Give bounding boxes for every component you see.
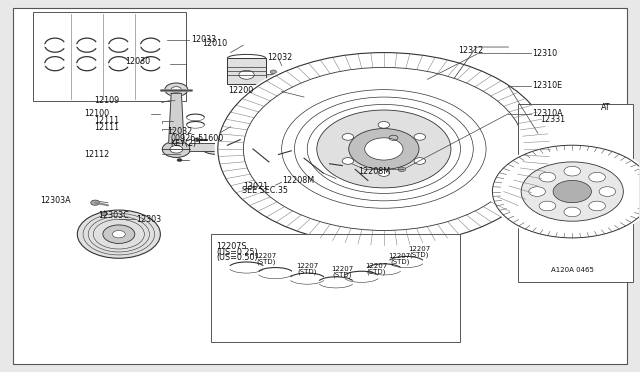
Circle shape — [589, 201, 605, 211]
Text: 12032: 12032 — [268, 52, 293, 61]
Circle shape — [378, 170, 390, 176]
Text: 12111: 12111 — [94, 123, 120, 132]
Circle shape — [172, 87, 181, 93]
Bar — [518, 105, 633, 282]
Text: (US=0.25): (US=0.25) — [216, 247, 259, 257]
Text: 12303C: 12303C — [98, 211, 129, 220]
Text: 12310E: 12310E — [532, 81, 562, 90]
Text: SEE SEC.35: SEE SEC.35 — [242, 186, 288, 195]
Text: 13021: 13021 — [243, 182, 269, 190]
Ellipse shape — [207, 146, 228, 152]
Circle shape — [489, 143, 640, 240]
Ellipse shape — [227, 137, 253, 146]
Ellipse shape — [259, 159, 279, 165]
Ellipse shape — [202, 143, 233, 154]
Circle shape — [165, 83, 188, 96]
Circle shape — [91, 200, 100, 205]
Circle shape — [342, 158, 354, 164]
Text: KEY(2): KEY(2) — [171, 140, 196, 148]
Circle shape — [103, 225, 135, 243]
Text: 12207S: 12207S — [216, 242, 247, 251]
Circle shape — [378, 122, 390, 128]
Circle shape — [101, 212, 108, 216]
Circle shape — [170, 145, 182, 153]
Text: 12111: 12111 — [94, 116, 120, 125]
Circle shape — [113, 231, 125, 238]
Circle shape — [599, 187, 616, 196]
Circle shape — [163, 141, 190, 157]
Ellipse shape — [330, 161, 355, 170]
Ellipse shape — [313, 170, 333, 176]
Circle shape — [342, 134, 354, 140]
Circle shape — [539, 172, 556, 182]
Circle shape — [564, 166, 580, 176]
Circle shape — [414, 158, 426, 164]
Bar — [33, 12, 186, 101]
Text: 12208M: 12208M — [282, 176, 314, 185]
Text: 12310: 12310 — [532, 49, 557, 58]
Circle shape — [529, 187, 545, 196]
Text: 12200: 12200 — [228, 86, 253, 95]
Circle shape — [398, 167, 406, 171]
Ellipse shape — [308, 167, 339, 179]
Text: 12331: 12331 — [540, 115, 566, 124]
Circle shape — [539, 201, 556, 211]
Circle shape — [414, 134, 426, 140]
Text: 12303: 12303 — [136, 215, 161, 224]
Text: (US=0.50): (US=0.50) — [216, 253, 258, 262]
Ellipse shape — [278, 148, 304, 157]
Text: (STD): (STD) — [298, 268, 317, 275]
Text: (STD): (STD) — [256, 259, 275, 265]
Circle shape — [239, 70, 254, 79]
Circle shape — [243, 67, 524, 231]
Text: 12100: 12100 — [84, 109, 109, 118]
Circle shape — [194, 138, 200, 141]
Circle shape — [521, 162, 623, 221]
Bar — [211, 234, 461, 341]
Text: (STD): (STD) — [367, 268, 386, 275]
Text: 12033: 12033 — [191, 35, 216, 44]
Text: 12208M: 12208M — [358, 167, 390, 176]
Text: 12207: 12207 — [388, 253, 411, 259]
Text: 12010: 12010 — [202, 39, 227, 48]
Circle shape — [564, 207, 580, 217]
Text: 00926-51600: 00926-51600 — [171, 134, 224, 143]
Circle shape — [77, 210, 161, 258]
Text: 12207: 12207 — [365, 263, 387, 269]
Text: 12312: 12312 — [458, 46, 483, 55]
Text: (STD): (STD) — [390, 259, 410, 265]
Circle shape — [317, 110, 451, 188]
Circle shape — [589, 172, 605, 182]
Circle shape — [214, 51, 553, 247]
Text: 12310A: 12310A — [532, 109, 563, 118]
Text: A120A 0465: A120A 0465 — [551, 267, 594, 273]
Text: 12112: 12112 — [84, 150, 109, 159]
Text: 12030: 12030 — [125, 57, 151, 66]
Circle shape — [553, 180, 591, 203]
Text: 12207: 12207 — [296, 263, 318, 269]
Text: (STD): (STD) — [333, 272, 352, 278]
Text: 12303A: 12303A — [40, 196, 71, 205]
Circle shape — [270, 70, 276, 74]
Polygon shape — [169, 93, 184, 143]
Ellipse shape — [358, 177, 378, 183]
Text: AT: AT — [601, 103, 611, 112]
Bar — [189, 143, 221, 151]
Text: 12207: 12207 — [332, 266, 353, 272]
Ellipse shape — [353, 175, 383, 186]
Circle shape — [177, 158, 182, 161]
Text: 12032: 12032 — [167, 126, 192, 136]
Circle shape — [349, 129, 419, 169]
Text: 12207: 12207 — [255, 253, 277, 259]
Bar — [266, 74, 282, 78]
Text: 12207: 12207 — [408, 246, 430, 252]
Text: 12109: 12109 — [94, 96, 120, 105]
Bar — [227, 58, 266, 84]
Circle shape — [365, 138, 403, 160]
Ellipse shape — [253, 156, 284, 167]
Text: (STD): (STD) — [410, 251, 429, 258]
